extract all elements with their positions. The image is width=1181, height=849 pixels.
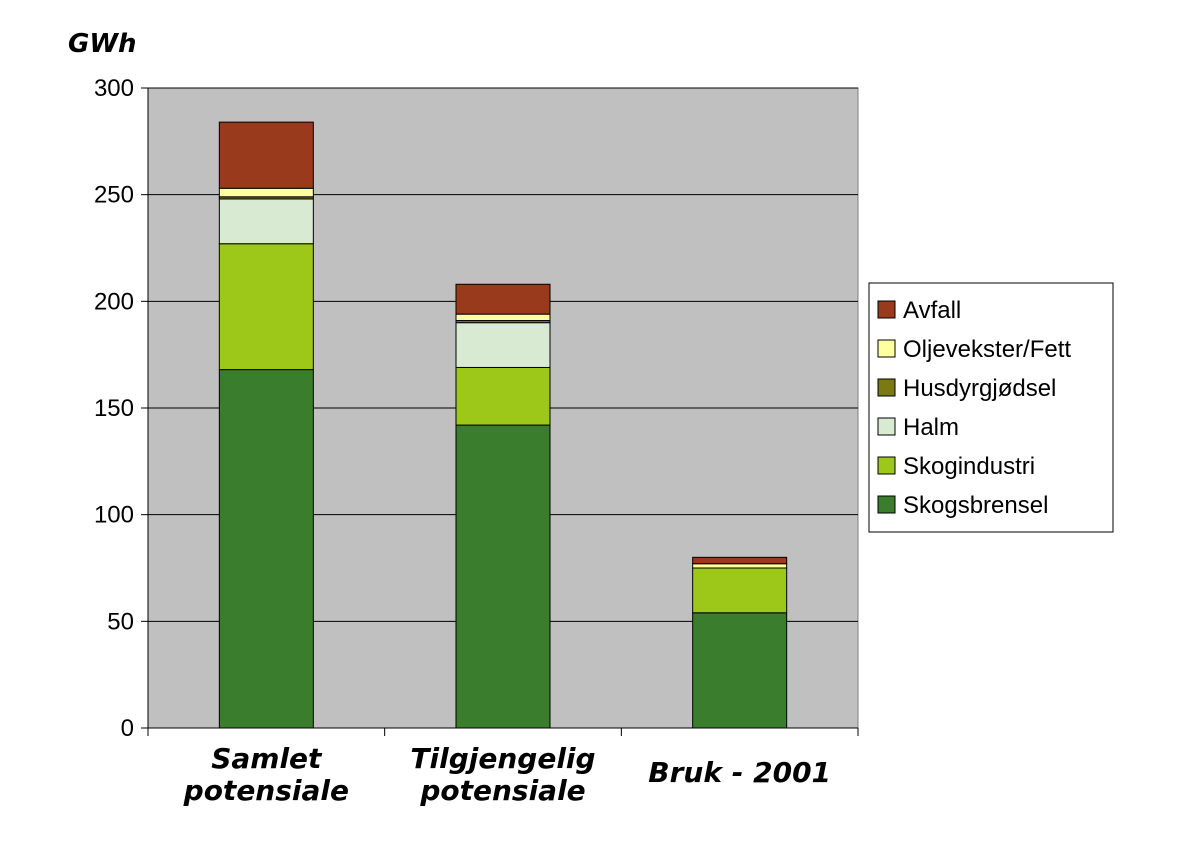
legend-swatch — [877, 417, 896, 436]
bar-segment-1-2 — [455, 322, 551, 368]
bar-segment-1-5 — [455, 283, 551, 315]
bar-segment-2-5 — [692, 556, 788, 565]
y-tick-label: 300 — [94, 75, 134, 102]
legend: Avfall Oljevekster/Fett Husdyrgjødsel Halm S… — [868, 282, 1114, 533]
legend-swatch — [877, 495, 896, 514]
bar-segment-1-0 — [455, 424, 551, 729]
x-category-label: Tilgjengelig — [410, 742, 595, 775]
bar-segment-1-4 — [455, 313, 551, 322]
bars — [218, 121, 788, 729]
y-axis-label: GWh — [68, 29, 137, 59]
x-category-label: potensiale — [183, 774, 349, 807]
legend-swatch — [877, 339, 896, 358]
y-tick-label: 50 — [107, 608, 134, 635]
legend-entry: Halm — [903, 414, 959, 441]
bar-segment-2-4 — [692, 563, 788, 569]
bar-segment-0-4 — [218, 187, 314, 198]
y-tick-label: 200 — [94, 288, 134, 315]
legend-entry: Husdyrgjødsel — [903, 375, 1056, 402]
bar-segment-0-1 — [218, 243, 314, 371]
legend-entry: Oljevekster/Fett — [903, 336, 1071, 363]
legend-swatch — [877, 456, 896, 475]
y-tick-label: 250 — [94, 182, 134, 209]
x-category-label: potensiale — [419, 774, 585, 807]
bar-segment-0-0 — [218, 369, 314, 729]
bar-segment-2-0 — [692, 612, 788, 729]
x-category-label: Bruk - 2001 — [648, 756, 831, 789]
bar-segment-0-2 — [218, 198, 314, 245]
y-tick-label: 0 — [121, 715, 134, 742]
y-tick-label: 100 — [94, 502, 134, 529]
bar-segment-2-1 — [692, 567, 788, 614]
bar-segment-1-1 — [455, 366, 551, 426]
legend-box — [868, 282, 1114, 533]
legend-swatch — [877, 300, 896, 319]
legend-entry: Avfall — [903, 297, 961, 324]
legend-entry: Skogindustri — [903, 453, 1035, 480]
legend-swatch — [877, 378, 896, 397]
bar-segment-0-5 — [218, 121, 314, 189]
y-tick-label: 150 — [94, 395, 134, 422]
axes: 050100150200250300SamletpotensialeTilgje… — [94, 75, 859, 807]
legend-entry: Skogsbrensel — [903, 492, 1048, 519]
x-category-label: Samlet — [211, 742, 323, 775]
